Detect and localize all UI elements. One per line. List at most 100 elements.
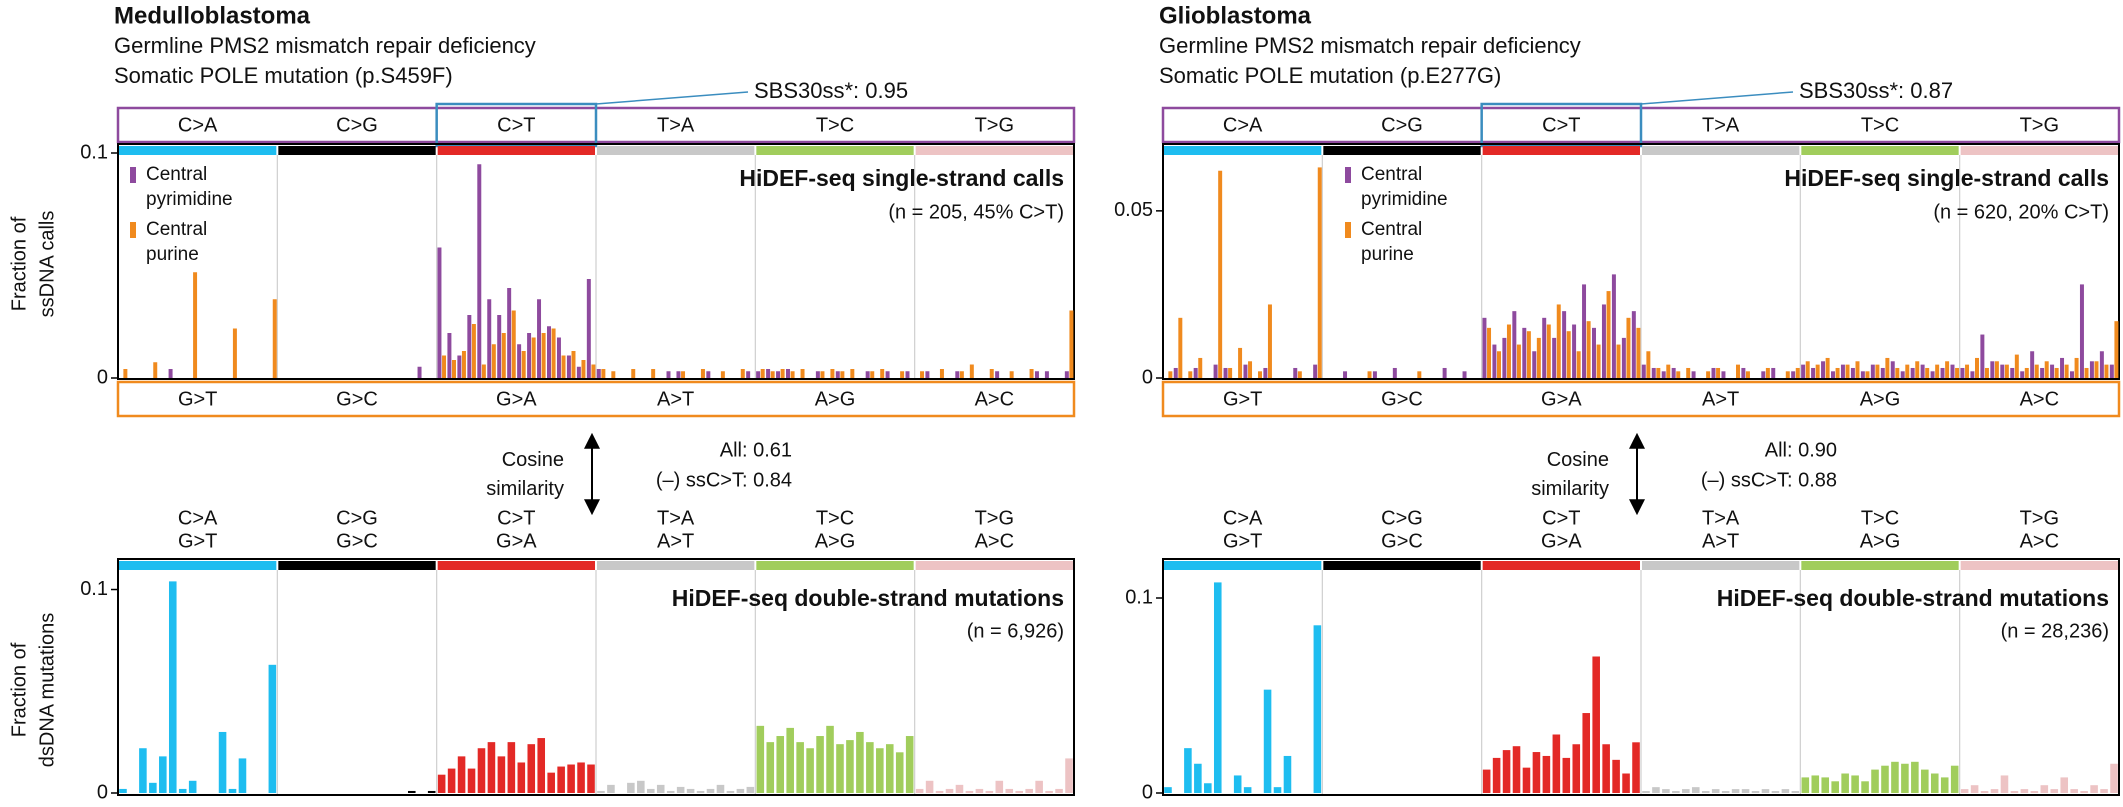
bar bbox=[1930, 773, 1939, 793]
group-strip bbox=[756, 561, 914, 570]
bar bbox=[1562, 311, 1567, 378]
bar bbox=[1791, 371, 1796, 378]
legend-label: Central purine bbox=[1361, 219, 1422, 265]
bar bbox=[686, 788, 695, 793]
group-complement-label: A>C bbox=[2020, 388, 2059, 410]
bar bbox=[587, 764, 595, 793]
bar bbox=[477, 748, 486, 793]
bar bbox=[1592, 656, 1600, 793]
bar bbox=[1980, 334, 1985, 378]
bar bbox=[1512, 746, 1521, 793]
bar bbox=[149, 782, 157, 793]
bar bbox=[2070, 789, 2078, 793]
bar bbox=[2050, 789, 2059, 793]
group-strip bbox=[437, 561, 595, 570]
bar bbox=[1417, 371, 1422, 378]
annotation: SBS30ss*: 0.87 bbox=[1799, 78, 1953, 103]
bar bbox=[1492, 344, 1497, 378]
bar bbox=[1716, 367, 1721, 378]
group-label: T>C bbox=[816, 114, 854, 136]
bar bbox=[1855, 361, 1860, 378]
bar bbox=[1661, 371, 1666, 378]
group-strip bbox=[1801, 146, 1959, 155]
y-axis-label: Fraction of bbox=[8, 642, 30, 737]
bar bbox=[1736, 364, 1740, 378]
group-label: T>G bbox=[2020, 507, 2059, 529]
bar bbox=[880, 369, 885, 378]
group-label: T>A bbox=[657, 507, 695, 529]
cosine-all: All: 0.90 bbox=[1765, 439, 1837, 461]
bar bbox=[272, 299, 277, 378]
bar bbox=[1198, 357, 1203, 378]
bar bbox=[800, 369, 805, 378]
bar bbox=[2110, 763, 2118, 793]
panel-title: Glioblastoma bbox=[1159, 2, 1312, 29]
bar bbox=[1592, 327, 1596, 378]
bar bbox=[1880, 367, 1885, 378]
plot-frame bbox=[117, 143, 1075, 380]
bar bbox=[995, 371, 1000, 378]
bar bbox=[905, 371, 910, 378]
bar bbox=[2030, 791, 2039, 793]
bar bbox=[1955, 367, 1960, 378]
bar bbox=[228, 788, 237, 793]
bar bbox=[1243, 787, 1252, 793]
bar bbox=[1676, 371, 1681, 378]
group-strip bbox=[119, 146, 277, 155]
bar bbox=[770, 371, 775, 378]
bar bbox=[467, 768, 476, 793]
bar bbox=[1835, 367, 1840, 378]
group-complement-label: G>C bbox=[1381, 388, 1423, 410]
bar bbox=[790, 371, 795, 378]
bar bbox=[2020, 371, 2025, 378]
bar bbox=[168, 581, 177, 793]
bar bbox=[935, 790, 944, 793]
annotation-leader bbox=[1640, 91, 1794, 105]
bar bbox=[1045, 790, 1053, 793]
legend-swatch bbox=[130, 222, 136, 238]
bar bbox=[581, 360, 586, 378]
bar bbox=[471, 324, 476, 378]
bar bbox=[232, 328, 237, 378]
group-complement-label: G>T bbox=[178, 530, 217, 552]
bar bbox=[481, 364, 486, 378]
group-strip bbox=[1642, 146, 1800, 155]
bar bbox=[1258, 371, 1262, 378]
bar bbox=[651, 369, 656, 378]
bar bbox=[900, 371, 905, 378]
bar bbox=[780, 369, 785, 378]
bar bbox=[1851, 775, 1859, 793]
bar bbox=[1184, 748, 1192, 793]
bar bbox=[1502, 337, 1507, 378]
bar bbox=[2010, 791, 2019, 793]
bar bbox=[2080, 791, 2088, 793]
group-label: T>A bbox=[1702, 114, 1740, 136]
bar bbox=[1994, 361, 1999, 378]
bar bbox=[706, 788, 715, 793]
bar bbox=[1691, 787, 1700, 793]
bar bbox=[527, 333, 532, 378]
group-strip bbox=[278, 561, 436, 570]
bar bbox=[1482, 769, 1491, 793]
bar bbox=[139, 748, 147, 793]
bar bbox=[1293, 367, 1298, 378]
bar bbox=[1970, 371, 1975, 378]
bar bbox=[939, 369, 944, 378]
bar bbox=[561, 355, 566, 378]
bar bbox=[1015, 790, 1024, 793]
bar bbox=[876, 748, 884, 793]
subtitle: Germline PMS2 mismatch repair deficiency bbox=[1159, 33, 1581, 58]
group-label: T>G bbox=[975, 507, 1014, 529]
bar bbox=[2084, 367, 2089, 378]
bar bbox=[461, 351, 466, 378]
bar bbox=[437, 247, 442, 378]
bar bbox=[1636, 327, 1641, 378]
bar bbox=[1532, 752, 1541, 793]
bar bbox=[1055, 788, 1063, 793]
bar bbox=[885, 744, 894, 793]
bar bbox=[830, 369, 835, 378]
bar bbox=[1606, 291, 1611, 378]
y-axis-label: ssDNA calls bbox=[36, 211, 58, 318]
bar bbox=[786, 369, 790, 378]
group-label: T>G bbox=[2020, 114, 2059, 136]
